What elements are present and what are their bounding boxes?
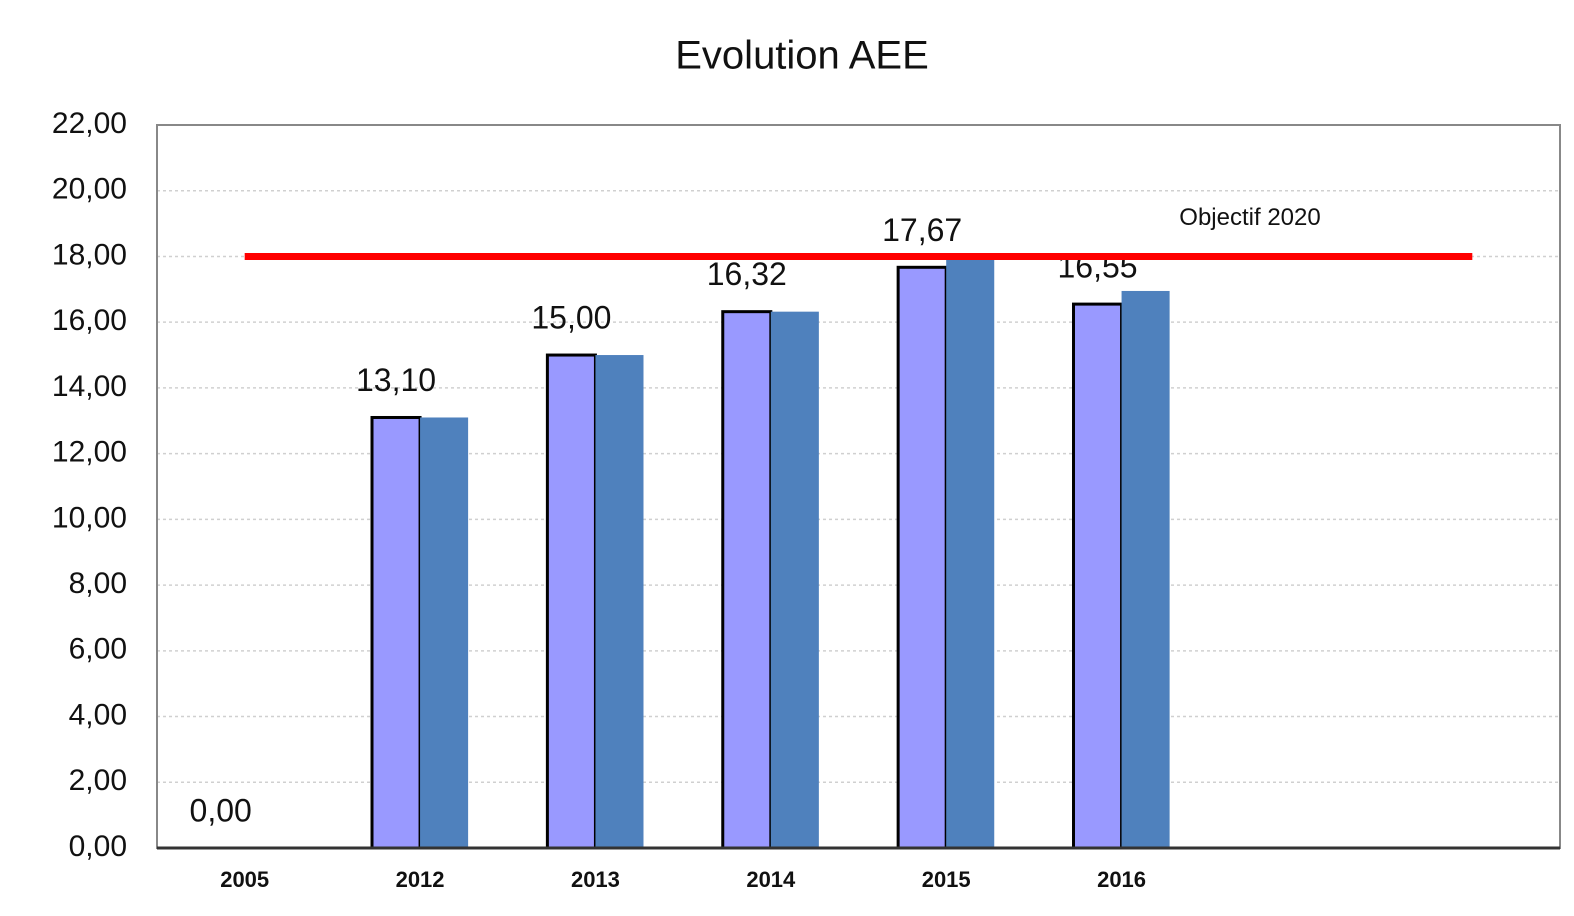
bar xyxy=(370,415,422,850)
x-tick-label: 2005 xyxy=(220,867,269,892)
y-tick-label: 20,00 xyxy=(52,173,127,206)
x-tick-label: 2012 xyxy=(396,867,445,892)
bar xyxy=(545,353,597,850)
value-label: 16,32 xyxy=(707,256,787,292)
bar xyxy=(770,311,819,848)
y-tick-label: 22,00 xyxy=(52,107,127,140)
y-tick-label: 14,00 xyxy=(52,370,127,403)
y-tick-label: 12,00 xyxy=(52,436,127,469)
bar xyxy=(1072,302,1124,850)
value-label: 13,10 xyxy=(356,362,436,398)
bar xyxy=(420,417,469,848)
value-label: 15,00 xyxy=(531,299,611,335)
y-tick-label: 0,00 xyxy=(69,830,127,863)
plot-border xyxy=(156,124,1561,849)
y-tick-label: 8,00 xyxy=(69,567,127,600)
y-tick-label: 4,00 xyxy=(69,698,127,731)
bar xyxy=(721,310,773,850)
bar xyxy=(595,355,644,848)
y-tick-label: 16,00 xyxy=(52,304,127,337)
value-label: 0,00 xyxy=(190,792,252,828)
x-tick-label: 2013 xyxy=(571,867,620,892)
x-tick-label: 2016 xyxy=(1097,867,1146,892)
target-label: Objectif 2020 xyxy=(1179,204,1320,231)
bar xyxy=(946,258,995,848)
y-tick-label: 10,00 xyxy=(52,501,127,534)
y-tick-label: 18,00 xyxy=(52,238,127,271)
bar xyxy=(1121,290,1170,848)
x-tick-label: 2015 xyxy=(922,867,971,892)
y-tick-label: 2,00 xyxy=(69,764,127,797)
chart-title: Evolution AEE xyxy=(675,34,929,78)
value-label: 17,67 xyxy=(882,212,962,248)
y-tick-label: 6,00 xyxy=(69,633,127,666)
x-tick-label: 2014 xyxy=(746,867,796,892)
bar xyxy=(896,265,948,850)
